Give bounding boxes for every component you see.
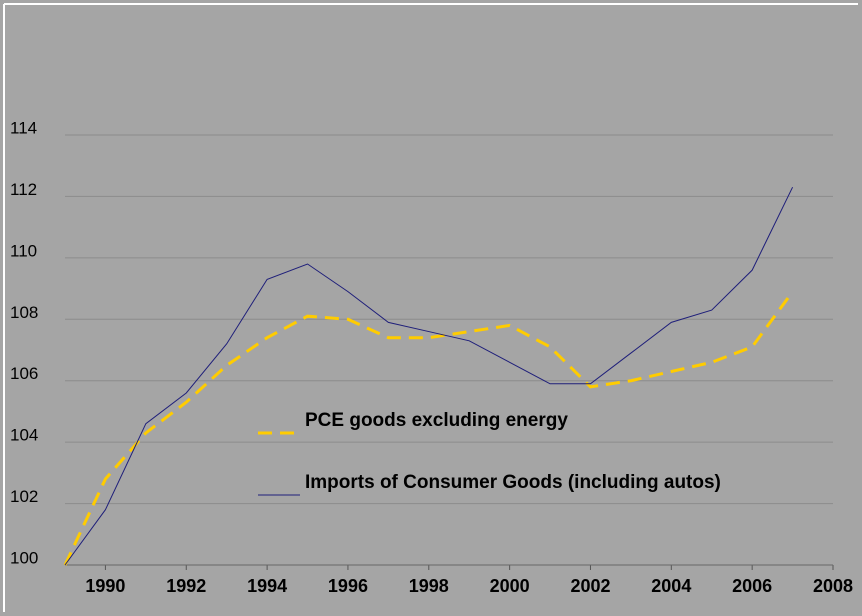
x-tick-label: 2002: [570, 576, 610, 596]
legend-label: Imports of Consumer Goods (including aut…: [305, 472, 721, 493]
x-tick-label: 1994: [247, 576, 287, 596]
x-tick-label: 1996: [328, 576, 368, 596]
series-line: [63, 290, 794, 566]
y-tick-label: 104: [10, 426, 38, 445]
y-tick-label: 112: [10, 180, 37, 199]
y-tick-label: 108: [10, 303, 38, 322]
x-tick-label: 1992: [166, 576, 206, 596]
x-tick-label: 2006: [732, 576, 772, 596]
legend-label: PCE goods excluding energy: [305, 410, 568, 431]
y-tick-label: 106: [10, 364, 38, 383]
y-tick-label: 114: [10, 118, 37, 137]
x-tick-label: 2000: [490, 576, 530, 596]
x-tick-label: 1998: [409, 576, 449, 596]
x-tick-label: 2004: [651, 576, 691, 596]
y-tick-label: 102: [10, 487, 38, 506]
x-tick-label: 2008: [813, 576, 853, 596]
series-line: [64, 186, 794, 566]
y-tick-label: 110: [10, 241, 37, 260]
x-tick-label: 1990: [85, 576, 125, 596]
y-tick-label: 100: [10, 548, 38, 567]
